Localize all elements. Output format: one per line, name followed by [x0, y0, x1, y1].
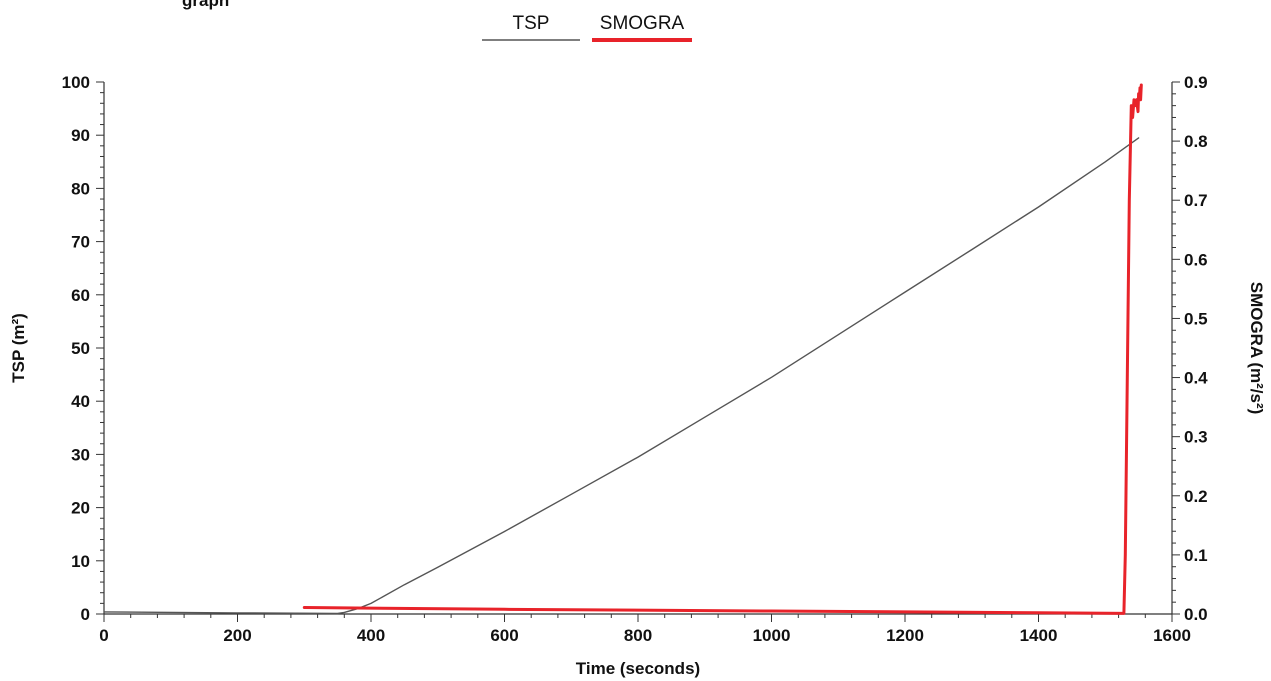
y2-tick-label: 0.2 [1184, 487, 1208, 506]
y2-tick-label: 0.8 [1184, 132, 1208, 151]
y-axis-title: TSP (m²) [9, 313, 28, 383]
legend: TSP SMOGRA [482, 13, 692, 42]
y-tick-label: 80 [71, 179, 90, 198]
x-tick-label: 1200 [886, 626, 924, 645]
x-axis-title: Time (seconds) [576, 659, 700, 678]
y-tick-label: 40 [71, 392, 90, 411]
y-tick-label: 100 [62, 73, 90, 92]
legend-label-tsp: TSP [513, 13, 550, 34]
y-tick-label: 30 [71, 445, 90, 464]
legend-label-smogra: SMOGRA [600, 13, 685, 34]
y2-tick-label: 0.7 [1184, 191, 1208, 210]
y-tick-label: 10 [71, 552, 90, 571]
y2-tick-label: 0.1 [1184, 546, 1208, 565]
x-tick-label: 800 [624, 626, 652, 645]
y2-tick-label: 0.4 [1184, 369, 1208, 388]
x-tick-label: 0 [99, 626, 108, 645]
y2-tick-label: 0.6 [1184, 250, 1208, 269]
corner-text: graph [182, 0, 229, 10]
y2-tick-label: 0.9 [1184, 73, 1208, 92]
series-line-tsp [103, 137, 1140, 615]
y-tick-label: 70 [71, 233, 90, 252]
y2-tick-label: 0.5 [1184, 309, 1208, 328]
y-tick-label: 50 [71, 339, 90, 358]
x-tick-label: 1000 [753, 626, 791, 645]
x-tick-label: 400 [357, 626, 385, 645]
series-line-smogra [302, 83, 1143, 615]
x-tick-label: 600 [490, 626, 518, 645]
y-tick-label: 60 [71, 286, 90, 305]
y-tick-label: 0 [81, 605, 90, 624]
plot-area: 0 200 400 600 800 1000 1200 1400 1600 0 10 20 30 40 50… [62, 73, 1209, 645]
x-tick-label: 200 [223, 626, 251, 645]
y-tick-label: 90 [71, 126, 90, 145]
y2-axis-title: SMOGRA (m²/s²) [1247, 282, 1266, 415]
y-tick-label: 20 [71, 499, 90, 518]
y2-tick-label: 0.0 [1184, 605, 1208, 624]
y2-tick-label: 0.3 [1184, 428, 1208, 447]
x-tick-label: 1400 [1020, 626, 1058, 645]
x-tick-label: 1600 [1153, 626, 1191, 645]
